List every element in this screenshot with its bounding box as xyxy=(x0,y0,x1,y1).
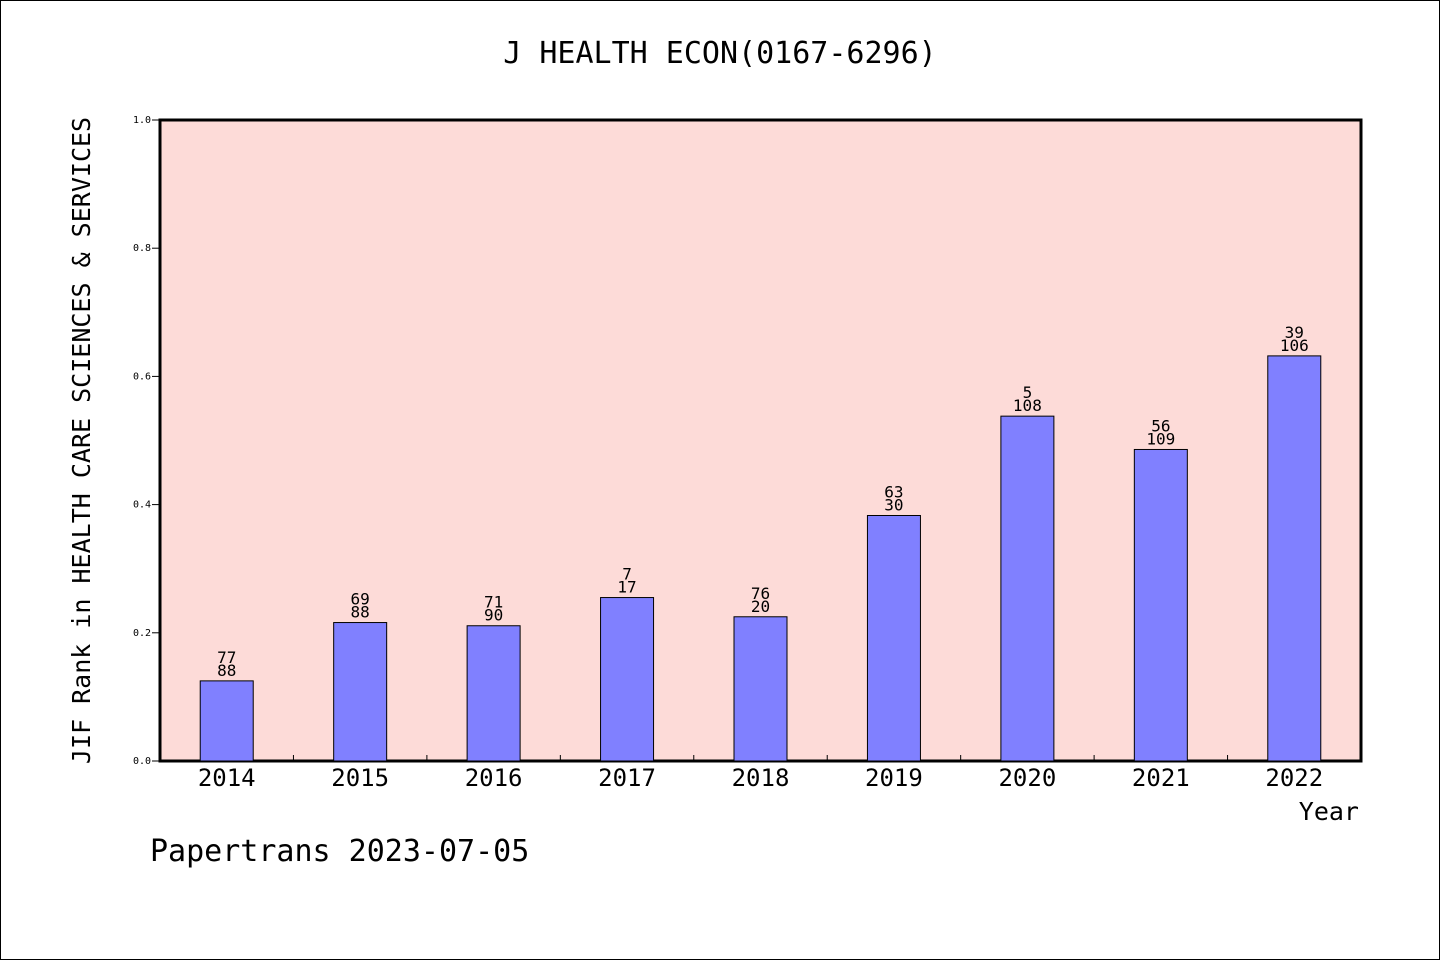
y-tick-label: 0.6 xyxy=(133,371,151,382)
bar xyxy=(866,514,921,762)
x-tick-label: 2016 xyxy=(465,764,523,792)
chart-title: J HEALTH ECON(0167-6296) xyxy=(503,36,937,71)
bar-label-top: 56 xyxy=(1151,416,1170,435)
bar-label-top: 76 xyxy=(751,584,770,603)
x-tick-label: 2021 xyxy=(1132,764,1190,792)
y-tick-label: 0.4 xyxy=(133,500,151,511)
y-axis-label: JIF Rank in HEALTH CARE SCIENCES & SERVI… xyxy=(67,117,96,764)
bar-label-bottom: 88 xyxy=(351,603,370,622)
bar-label-top: 69 xyxy=(351,590,370,609)
bar xyxy=(466,625,521,762)
bar-label-bottom: 109 xyxy=(1146,429,1175,448)
bar-label-top: 71 xyxy=(484,593,503,612)
bar xyxy=(733,616,788,762)
x-tick-label: 2014 xyxy=(198,764,256,792)
y-axis: 0.0 0.2 0.4 0.6 0.8 1.0 xyxy=(133,115,160,767)
bar-label-bottom: 108 xyxy=(1013,396,1042,415)
bar xyxy=(199,680,254,762)
bar-label-top: 63 xyxy=(884,482,903,501)
bar-label-bottom: 30 xyxy=(884,495,903,514)
y-tick-label: 1.0 xyxy=(133,115,151,126)
y-tick-label: 0.8 xyxy=(133,243,151,254)
bar-label-bottom: 90 xyxy=(484,606,503,625)
x-tick-label: 2022 xyxy=(1265,764,1323,792)
bar-label-top: 5 xyxy=(1023,383,1033,402)
bar-label-top: 7 xyxy=(622,565,632,584)
y-tick-label: 0.0 xyxy=(133,756,151,767)
bar xyxy=(600,597,655,762)
footer-text: Papertrans 2023-07-05 xyxy=(150,834,530,869)
bar-label-bottom: 106 xyxy=(1280,336,1309,355)
bar xyxy=(333,622,388,762)
x-tick-label: 2018 xyxy=(732,764,790,792)
bar xyxy=(1000,415,1055,762)
x-tick-label: 2019 xyxy=(865,764,923,792)
x-axis-label: Year xyxy=(1299,797,1359,826)
y-tick-label: 0.2 xyxy=(133,628,151,639)
bar-label-top: 77 xyxy=(217,648,236,667)
bar-label-bottom: 88 xyxy=(217,661,236,680)
bar-label-bottom: 20 xyxy=(751,597,770,616)
x-tick-label: 2015 xyxy=(331,764,389,792)
x-axis: 2014 2015 2016 2017 2018 2019 2020 2021 2022 xyxy=(198,755,1323,792)
bar-label-top: 39 xyxy=(1285,323,1304,342)
bar xyxy=(1133,448,1188,762)
x-tick-label: 2017 xyxy=(598,764,656,792)
x-tick-label: 2020 xyxy=(998,764,1056,792)
bar-label-bottom: 17 xyxy=(617,578,636,597)
bar xyxy=(1267,355,1322,762)
